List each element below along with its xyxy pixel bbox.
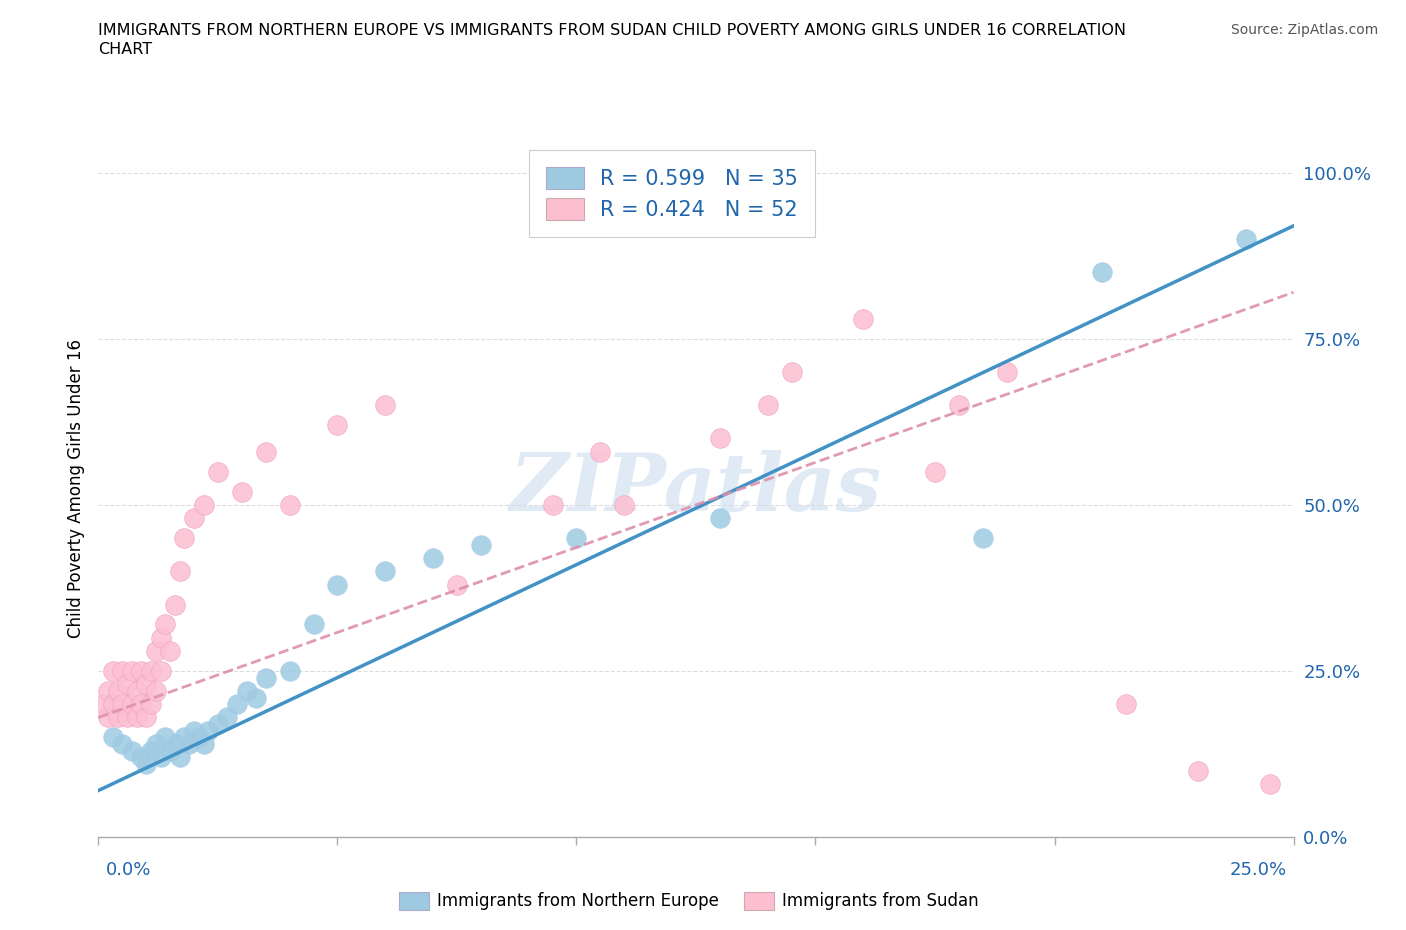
Text: Source: ZipAtlas.com: Source: ZipAtlas.com: [1230, 23, 1378, 37]
Point: [111, 663, 134, 678]
Point: [131, 663, 153, 678]
Point: [173, 531, 195, 546]
Point: [145, 644, 167, 658]
Point: [173, 730, 195, 745]
Point: [101, 697, 124, 711]
Point: [145, 684, 167, 698]
Point: [159, 644, 181, 658]
Point: [139, 697, 162, 711]
Point: [135, 710, 157, 724]
Point: [97, 710, 120, 724]
Point: [149, 663, 172, 678]
Point: [131, 697, 153, 711]
Point: [565, 531, 588, 546]
Point: [470, 538, 492, 552]
Point: [115, 710, 138, 724]
Text: 0.0%: 0.0%: [105, 860, 150, 879]
Point: [1258, 777, 1281, 791]
Legend: R = 0.599   N = 35, R = 0.424   N = 52: R = 0.599 N = 35, R = 0.424 N = 52: [530, 150, 814, 237]
Point: [135, 677, 157, 692]
Point: [121, 743, 143, 758]
Point: [187, 730, 209, 745]
Point: [135, 756, 157, 771]
Point: [163, 737, 186, 751]
Point: [149, 631, 172, 645]
Point: [183, 511, 205, 525]
Point: [302, 617, 325, 631]
Point: [972, 531, 994, 546]
Point: [217, 710, 239, 724]
Point: [948, 398, 970, 413]
Point: [101, 730, 124, 745]
Point: [111, 737, 134, 751]
Point: [709, 431, 731, 445]
Point: [374, 398, 396, 413]
Point: [422, 551, 444, 565]
Point: [226, 697, 249, 711]
Point: [183, 724, 205, 738]
Point: [326, 578, 349, 592]
Point: [125, 684, 148, 698]
Point: [446, 578, 468, 592]
Point: [995, 365, 1018, 379]
Point: [91, 697, 114, 711]
Point: [115, 677, 138, 692]
Point: [852, 312, 875, 326]
Point: [235, 684, 257, 698]
Point: [278, 663, 301, 678]
Text: IMMIGRANTS FROM NORTHERN EUROPE VS IMMIGRANTS FROM SUDAN CHILD POVERTY AMONG GIR: IMMIGRANTS FROM NORTHERN EUROPE VS IMMIG…: [98, 23, 1126, 38]
Point: [155, 617, 177, 631]
Point: [245, 690, 267, 705]
Point: [97, 684, 120, 698]
Point: [1115, 697, 1137, 711]
Point: [193, 498, 215, 512]
Text: CHART: CHART: [98, 42, 152, 57]
Point: [159, 743, 181, 758]
Point: [121, 663, 143, 678]
Point: [101, 663, 124, 678]
Point: [613, 498, 636, 512]
Point: [107, 684, 129, 698]
Point: [1234, 232, 1257, 246]
Point: [207, 464, 229, 479]
Point: [163, 597, 186, 612]
Point: [169, 750, 191, 764]
Point: [709, 511, 731, 525]
Point: [179, 737, 201, 751]
Point: [139, 663, 162, 678]
Point: [193, 737, 215, 751]
Point: [131, 750, 153, 764]
Point: [207, 717, 229, 732]
Point: [924, 464, 946, 479]
Point: [169, 564, 191, 578]
Y-axis label: Child Poverty Among Girls Under 16: Child Poverty Among Girls Under 16: [66, 339, 84, 638]
Point: [231, 485, 253, 499]
Point: [121, 697, 143, 711]
Point: [107, 710, 129, 724]
Text: 25.0%: 25.0%: [1229, 860, 1286, 879]
Point: [145, 737, 167, 751]
Point: [125, 710, 148, 724]
Point: [1091, 265, 1114, 280]
Point: [1187, 764, 1209, 778]
Point: [155, 730, 177, 745]
Legend: Immigrants from Northern Europe, Immigrants from Sudan: Immigrants from Northern Europe, Immigra…: [392, 885, 986, 917]
Point: [139, 743, 162, 758]
Point: [541, 498, 564, 512]
Point: [254, 671, 277, 685]
Point: [278, 498, 301, 512]
Point: [111, 697, 134, 711]
Point: [254, 445, 277, 459]
Point: [374, 564, 396, 578]
Point: [326, 418, 349, 432]
Point: [149, 750, 172, 764]
Text: ZIPatlas: ZIPatlas: [510, 449, 882, 527]
Point: [756, 398, 779, 413]
Point: [780, 365, 803, 379]
Point: [197, 724, 219, 738]
Point: [589, 445, 612, 459]
